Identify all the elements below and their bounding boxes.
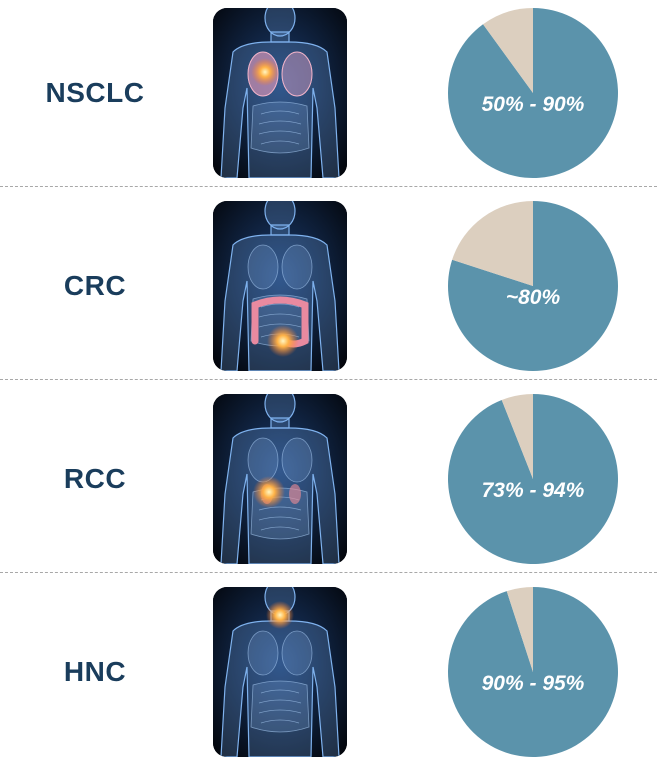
row-divider (0, 379, 657, 380)
throat-tumor-highlight (266, 601, 294, 629)
pie-slice-rest (452, 201, 533, 286)
row-divider (0, 572, 657, 573)
row-divider (0, 186, 657, 187)
colon-tumor-highlight (251, 296, 309, 357)
kidney-tumor-highlight (253, 476, 301, 508)
pie-slice-rest (483, 8, 533, 93)
pie-slice-main (448, 394, 619, 564)
pie-chart: ~80% (447, 200, 619, 372)
pie-slice-main (447, 201, 618, 371)
cancer-type-label: CRC (63, 270, 127, 301)
pie-slice-rest (501, 394, 533, 479)
pie-value-label: 90% - 95% (482, 672, 585, 695)
human-body-kidney-tumor-image (213, 394, 347, 564)
row-crc: CRC ~80% (0, 193, 657, 386)
lung-tumor-highlight (247, 51, 313, 97)
human-body-lung-tumor-image (213, 8, 347, 178)
pie-chart: 50% - 90% (447, 7, 619, 179)
row-hnc: HNC 90% - 95% (0, 579, 657, 772)
pie-chart: 90% - 95% (447, 586, 619, 758)
organs (247, 630, 313, 733)
human-body-throat-tumor-image (213, 587, 347, 757)
pie-value-label: 50% - 90% (482, 93, 585, 116)
pie-slice-rest (506, 587, 533, 672)
pie-slice-main (447, 587, 618, 757)
pie-value-label: ~80% (506, 286, 561, 309)
row-rcc: RCC 73% - 94% (0, 386, 657, 579)
cancer-type-label: HNC (63, 656, 127, 687)
cancer-type-label: NSCLC (45, 77, 145, 108)
cancer-type-label: RCC (63, 463, 127, 494)
pie-value-label: 73% - 94% (482, 479, 585, 502)
row-nsclc: NSCLC 50% - 90% (0, 0, 657, 193)
pie-chart: 73% - 94% (447, 393, 619, 565)
pie-slice-main (447, 8, 618, 178)
human-body-colon-tumor-image (213, 201, 347, 371)
